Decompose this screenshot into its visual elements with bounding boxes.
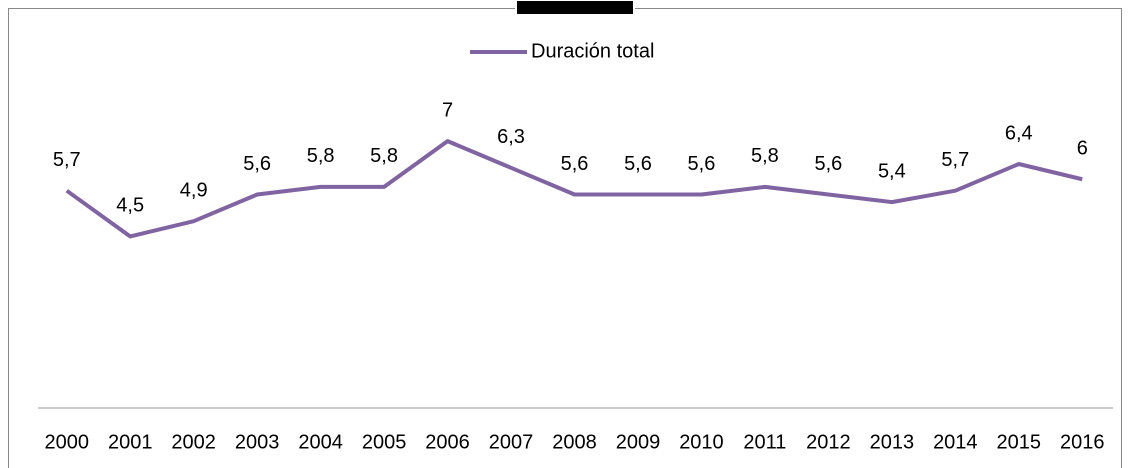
data-label: 6 xyxy=(1077,138,1088,160)
data-label: 5,8 xyxy=(751,145,779,167)
x-tick-label: 2014 xyxy=(933,431,978,453)
data-label: 7 xyxy=(442,99,453,121)
x-tick-label: 2002 xyxy=(171,431,216,453)
x-tick-label: 2011 xyxy=(743,431,786,453)
data-label: 5,8 xyxy=(370,145,398,167)
x-tick-label: 2003 xyxy=(235,431,280,453)
x-tick-label: 2013 xyxy=(870,431,915,453)
data-label: 5,7 xyxy=(53,149,81,171)
data-label: 4,5 xyxy=(116,195,144,217)
data-label: 6,4 xyxy=(1005,122,1033,144)
x-tick-label: 2012 xyxy=(806,431,851,453)
x-tick-label: 2006 xyxy=(425,431,470,453)
series-line xyxy=(65,139,1083,239)
x-tick-label: 2005 xyxy=(362,431,407,453)
x-tick-label: 2016 xyxy=(1060,431,1105,453)
legend-label: Duración total xyxy=(531,40,654,62)
data-label: 5,6 xyxy=(688,153,716,175)
x-tick-label: 2008 xyxy=(552,431,597,453)
data-label: 5,6 xyxy=(624,153,652,175)
data-label: 4,9 xyxy=(180,179,208,201)
x-tick-label: 2009 xyxy=(616,431,661,453)
x-tick-label: 2001 xyxy=(108,431,153,453)
x-tick-label: 2015 xyxy=(997,431,1042,453)
chart-border xyxy=(8,8,1122,468)
x-tick-label: 2010 xyxy=(679,431,724,453)
data-label: 5,6 xyxy=(561,153,589,175)
x-tick-label: 2007 xyxy=(489,431,534,453)
data-label: 5,8 xyxy=(307,145,335,167)
title-box xyxy=(515,0,635,16)
x-tick-label: 2000 xyxy=(44,431,89,453)
data-label: 5,7 xyxy=(941,149,969,171)
data-label: 5,6 xyxy=(243,153,271,175)
data-label: 6,3 xyxy=(497,126,525,148)
x-tick-label: 2004 xyxy=(298,431,343,453)
data-label: 5,4 xyxy=(878,160,906,182)
data-label: 5,6 xyxy=(814,153,842,175)
